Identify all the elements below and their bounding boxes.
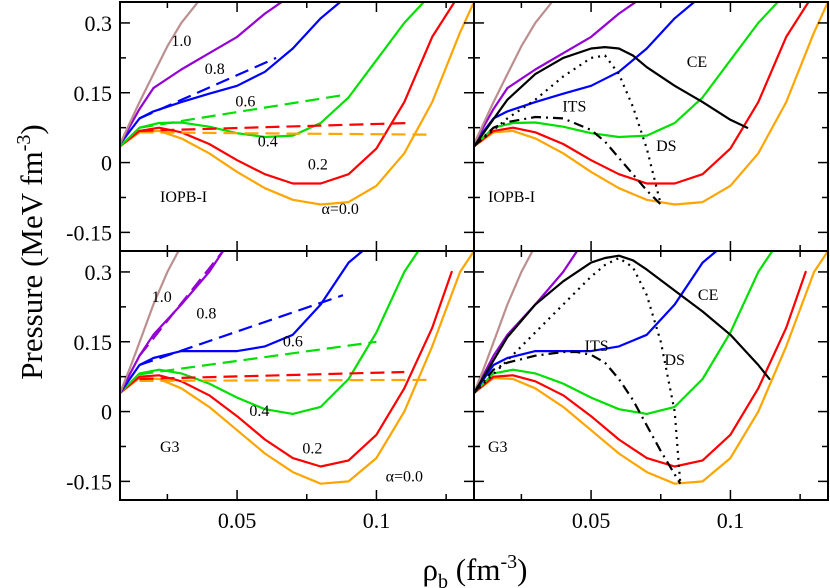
series-0.8 <box>474 2 637 146</box>
panel-top-right: CE ITS DS IOPB-I <box>473 1 829 252</box>
y-tick-label: 0.3 <box>85 11 113 36</box>
x-axis-title: ρb (fm-3) <box>423 551 528 588</box>
series-ITS <box>474 350 682 485</box>
x-axis-title-close: ) <box>517 552 527 587</box>
series-0.0 <box>474 2 828 206</box>
series-0.2 <box>120 270 453 468</box>
annotation-CE: CE <box>698 287 718 304</box>
annotation-DS: DS <box>656 138 676 155</box>
series-0.8-dashed <box>138 251 224 357</box>
annotation-0.8: 0.8 <box>205 61 225 78</box>
panel-frame <box>473 1 829 252</box>
y-tick-label: -0.15 <box>66 469 112 494</box>
series-0.6 <box>474 251 718 395</box>
series-CE <box>474 45 749 148</box>
y-tick-label: 0.3 <box>85 260 113 285</box>
series-1.0 <box>474 2 554 146</box>
annotation-0.6: 0.6 <box>283 333 303 350</box>
x-axis-title-sub: b <box>438 571 448 588</box>
series-0.2-dashed <box>139 370 405 381</box>
series-0.4 <box>120 251 420 415</box>
annotation-ITS: ITS <box>562 98 586 115</box>
series-0.6 <box>474 2 696 146</box>
series-DS <box>474 256 682 484</box>
series-CE <box>474 254 771 395</box>
annotation-0.8: 0.8 <box>196 305 216 322</box>
panel-frame <box>473 250 829 501</box>
series-0.4 <box>474 251 774 415</box>
annotation-0.2: 0.2 <box>302 440 322 457</box>
x-axis-title-sup: -3 <box>501 551 518 573</box>
series-0.2-dashed <box>139 121 410 132</box>
curves-group <box>474 2 828 206</box>
annotation-ITS: ITS <box>585 338 609 355</box>
x-tick-label: 0.1 <box>363 508 391 533</box>
model-label: IOPB-I <box>488 189 535 206</box>
panel-bottom-left: 0.05 0.1 -0.15 0 0.15 0.3 1.0 0.8 0.6 0.4 0.2 α=0.0… <box>66 250 475 533</box>
annotation-0.4: 0.4 <box>258 133 278 150</box>
y-tick-label: -0.15 <box>66 220 112 245</box>
annotation-0.2: 0.2 <box>308 157 328 174</box>
series-0.0 <box>474 251 828 485</box>
series-1.0 <box>120 251 180 395</box>
annotation-1.0: 1.0 <box>171 33 191 50</box>
series-0.0 <box>120 251 474 485</box>
annotation-DS: DS <box>664 352 684 369</box>
annotation-0.4: 0.4 <box>249 403 269 420</box>
series-0.4 <box>474 2 779 148</box>
panel-top-left: -0.15 0 0.15 0.3 1.0 0.8 0.6 0.4 0.2 α=0.0 IOPB-I <box>66 1 475 252</box>
x-axis-title-units: (fm <box>448 552 501 587</box>
series-1.0 <box>474 251 534 395</box>
y-tick-label: 0.15 <box>74 330 113 355</box>
x-axis-title-rho: ρ <box>423 552 438 587</box>
annotation-0.0: α=0.0 <box>386 468 423 485</box>
y-axis-title: Pressure (MeV fm-3) <box>13 124 49 379</box>
series-0.6-dashed <box>139 294 344 367</box>
model-label: G3 <box>160 439 180 456</box>
annotation-0.0: α=0.0 <box>322 201 359 218</box>
series-1.0 <box>120 2 200 146</box>
model-label: IOPB-I <box>160 189 207 206</box>
series-0.6-dashed <box>139 56 277 120</box>
curves-group <box>120 2 474 206</box>
curves-group <box>474 251 828 485</box>
annotation-0.6: 0.6 <box>235 94 255 111</box>
series-0.6 <box>120 251 364 395</box>
y-axis-title-sup: -3 <box>13 135 35 152</box>
annotation-1.0: 1.0 <box>152 289 172 306</box>
y-axis-title-close: ) <box>14 124 49 134</box>
model-label: G3 <box>488 439 508 456</box>
y-tick-label: 0 <box>101 151 112 176</box>
series-0.8 <box>120 2 283 146</box>
y-tick-label: 0.15 <box>74 81 113 106</box>
series-0.4 <box>120 2 425 148</box>
series-0.2 <box>474 2 810 185</box>
series-0.2 <box>474 270 807 468</box>
series-0.4-dashed <box>139 94 344 129</box>
panel-bottom-right: 0.05 0.1 CE ITS DS G3 <box>473 250 829 533</box>
series-0.0-dashed <box>139 378 427 382</box>
x-tick-label: 0.05 <box>572 508 611 533</box>
y-axis-title-main: Pressure (MeV fm <box>14 151 49 379</box>
series-0.2 <box>120 2 456 185</box>
curves-group <box>120 251 474 485</box>
x-tick-label: 0.1 <box>717 508 745 533</box>
y-tick-label: 0 <box>101 400 112 425</box>
annotation-CE: CE <box>687 54 707 71</box>
series-0.4-dashed <box>139 340 377 376</box>
series-0.0-dashed <box>139 131 427 136</box>
x-tick-label: 0.05 <box>218 508 257 533</box>
